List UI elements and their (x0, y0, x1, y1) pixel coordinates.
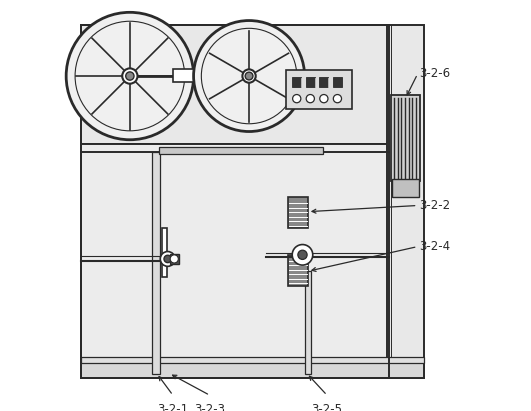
Bar (81, 357, 424, 363)
Circle shape (243, 69, 256, 83)
Circle shape (126, 72, 134, 80)
Text: 3-2-1: 3-2-1 (158, 403, 189, 411)
Bar (81, 363, 424, 378)
Text: 3-2-6: 3-2-6 (419, 67, 451, 81)
Circle shape (164, 255, 172, 263)
Text: 3-2-5: 3-2-5 (312, 403, 342, 411)
Text: 3-2-4: 3-2-4 (419, 240, 451, 253)
Bar (392, 179, 419, 197)
Bar (292, 77, 301, 87)
Bar (288, 255, 308, 286)
Bar (173, 69, 212, 82)
Circle shape (306, 95, 314, 103)
Bar (81, 144, 389, 378)
Bar (170, 254, 179, 264)
Bar (391, 95, 421, 181)
Circle shape (245, 72, 253, 80)
Bar (306, 77, 315, 87)
Circle shape (194, 21, 305, 132)
Bar (288, 197, 308, 228)
Bar (286, 70, 352, 109)
Circle shape (160, 252, 175, 266)
Text: 3-2-2: 3-2-2 (419, 199, 451, 212)
Text: 3-2-3: 3-2-3 (194, 403, 226, 411)
Bar (305, 271, 311, 374)
Circle shape (298, 250, 307, 259)
Bar (81, 25, 389, 144)
Circle shape (170, 255, 178, 263)
Circle shape (122, 68, 138, 84)
Bar (152, 152, 160, 374)
Bar (319, 77, 328, 87)
Circle shape (66, 12, 194, 140)
Bar (387, 25, 424, 378)
Bar (333, 77, 342, 87)
Circle shape (292, 245, 313, 265)
Circle shape (320, 95, 328, 103)
Bar (159, 147, 323, 154)
Bar (81, 25, 389, 378)
Circle shape (333, 95, 341, 103)
Bar (162, 228, 167, 277)
Circle shape (293, 95, 301, 103)
